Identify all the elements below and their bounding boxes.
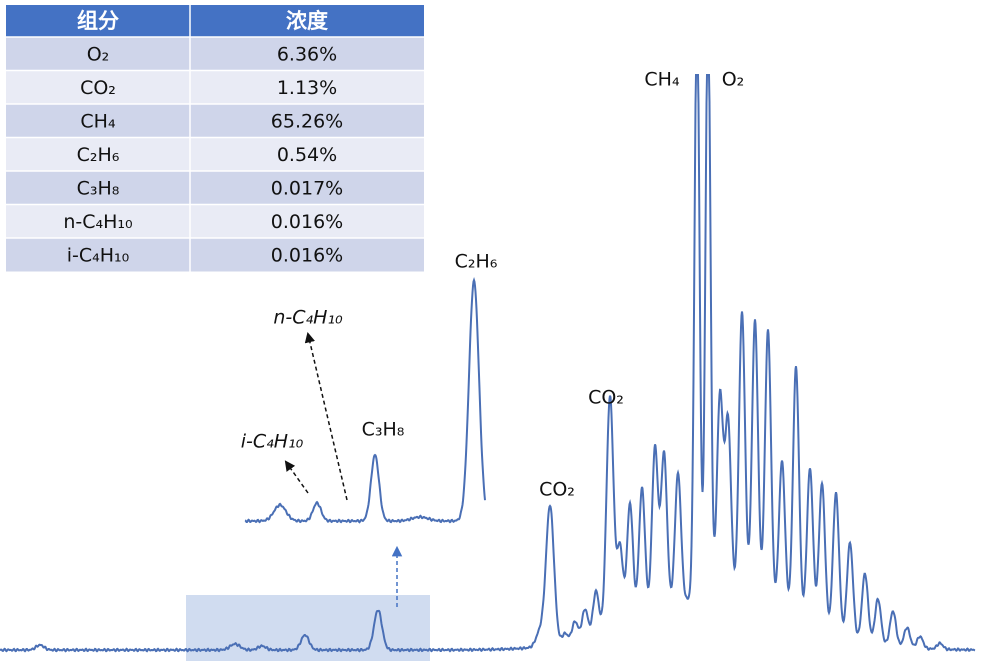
inset-trace [244,277,486,524]
table-row [6,70,424,104]
zoom-region [186,595,430,661]
peak-label: C₂H₆ [455,251,498,273]
table-cell: O₂ [87,43,110,65]
peak-label: CO₂ [539,479,575,501]
table-row [6,204,424,238]
table-row [6,238,424,272]
peak-label: i-C₄H₁₀ [241,431,304,453]
table-row [6,171,424,205]
table-cell: n-C₄H₁₀ [63,211,132,233]
table-cell: CO₂ [80,77,116,99]
peak-label: n-C₄H₁₀ [273,307,343,329]
peak-label: CH₄ [644,69,680,91]
table-cell: 65.26% [271,110,343,132]
pointer-arrow [284,460,309,494]
table-cell: C₃H₈ [77,177,120,199]
table-row [6,137,424,171]
chromatogram-trace [0,74,976,653]
table-cell: 0.016% [271,211,343,233]
table-row [6,37,424,71]
table-cell: 0.54% [277,144,337,166]
table-cell: 0.016% [271,244,343,266]
table-cell: i-C₄H₁₀ [67,244,130,266]
table-cell: 6.36% [277,43,337,65]
pointer-arrow [304,331,348,501]
peak-label: O₂ [722,69,745,91]
header-cell: 组分 [77,9,119,33]
table-cell: CH₄ [80,110,116,132]
table-cell: 0.017% [271,177,343,199]
header-cell: 浓度 [286,9,328,33]
peak-label: CO₂ [588,387,624,409]
peak-label: C₃H₈ [362,419,405,441]
table-cell: 1.13% [277,77,337,99]
table: 组分 浓度 O₂ 6.36% CO₂ 1.13% CH₄ 65.26% C₂H₆ 0.54% C₃H… [6,5,424,272]
table-row [6,104,424,138]
header-row [6,5,424,37]
table-cell: C₂H₆ [77,144,120,166]
